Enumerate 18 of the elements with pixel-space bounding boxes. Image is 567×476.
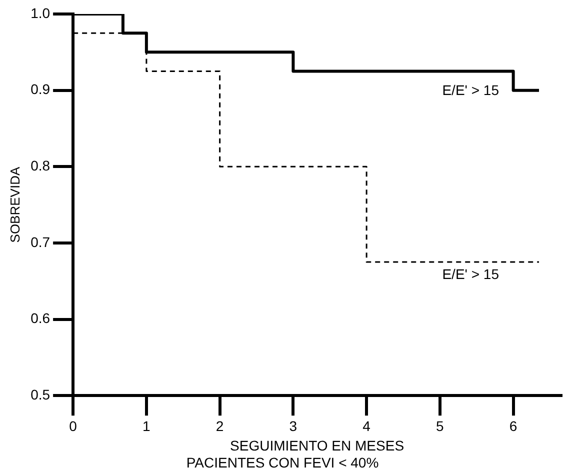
x-tick-label: 2	[216, 418, 224, 434]
x-tick-label: 5	[436, 418, 444, 434]
y-tick-label: 1.0	[30, 4, 50, 21]
x-axis-title: SEGUIMIENTO EN MESES	[230, 438, 404, 454]
text: PACIENTES CON FEVI < 40%	[186, 454, 379, 470]
y-tick-label: 0.6	[30, 310, 50, 326]
y-tick-label: 0.8	[30, 158, 50, 174]
x-tick-label: 4	[362, 418, 371, 434]
y-tick-label: 0.9	[30, 81, 50, 98]
x-tick-label: 6	[509, 418, 518, 434]
y-tick-label: 0.7	[30, 234, 50, 250]
series-label: E/E' > 15	[442, 266, 500, 282]
x-tick-label: 1	[142, 418, 151, 434]
y-axis-title: SOBREVIDA	[7, 166, 22, 243]
series-label: E/E' > 15	[442, 82, 500, 98]
x-tick-label: 3	[289, 418, 298, 434]
y-tick-label: 0.5	[30, 386, 50, 402]
x-tick-label: 0	[69, 418, 78, 434]
